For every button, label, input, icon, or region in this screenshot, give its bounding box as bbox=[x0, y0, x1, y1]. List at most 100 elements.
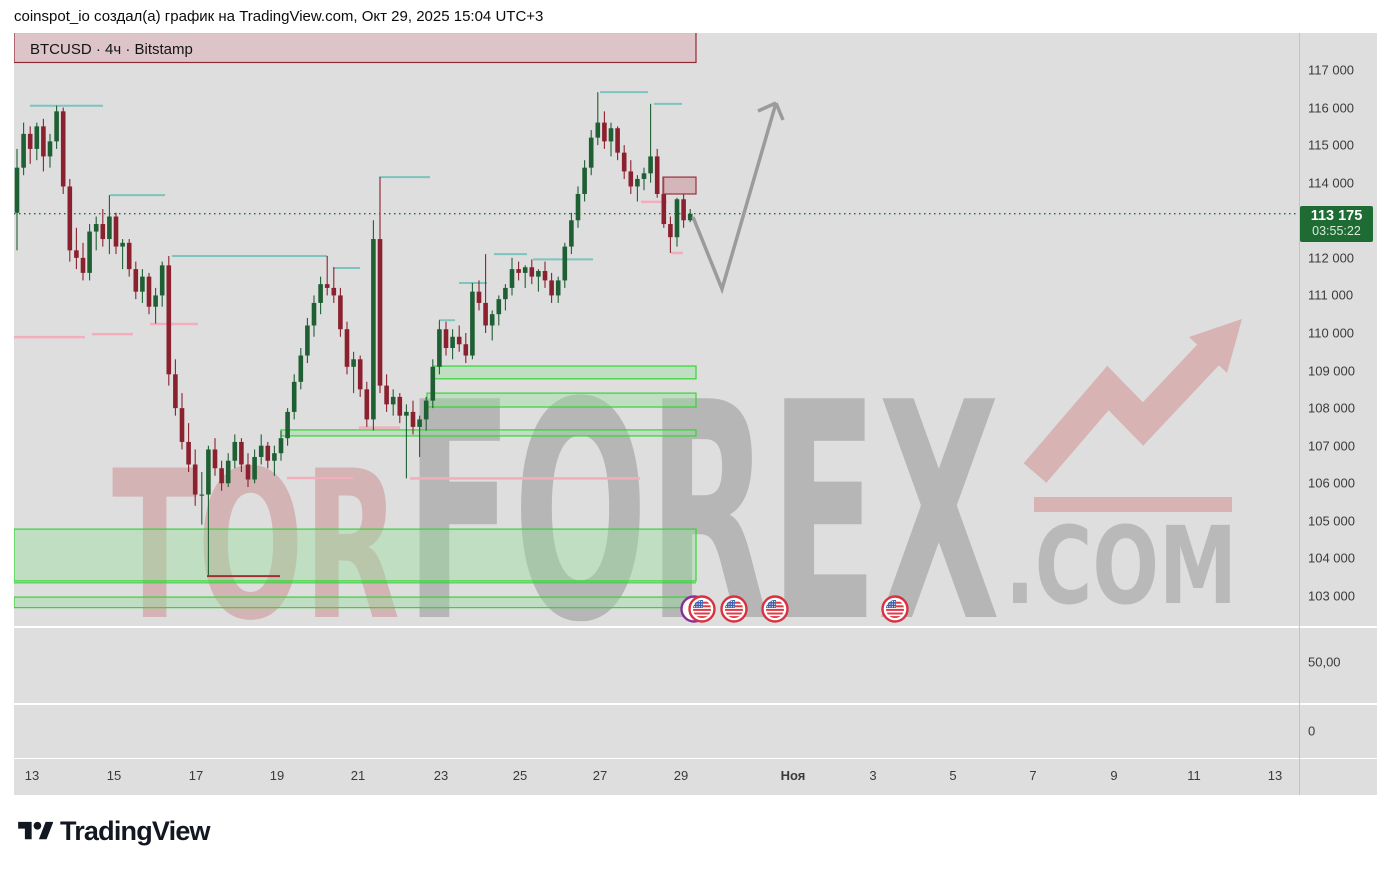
time-tick-label: 13 bbox=[24, 768, 40, 783]
candle bbox=[450, 329, 455, 360]
candle bbox=[107, 195, 112, 255]
tradingview-logo-icon bbox=[18, 821, 53, 840]
candle bbox=[146, 272, 152, 315]
candle bbox=[602, 111, 607, 149]
candle bbox=[27, 126, 33, 164]
candle bbox=[113, 212, 119, 255]
candle bbox=[291, 374, 297, 420]
indicator-pane-2[interactable] bbox=[14, 705, 1377, 758]
candle bbox=[681, 193, 686, 228]
candle bbox=[199, 471, 205, 525]
candle bbox=[509, 257, 515, 296]
candle bbox=[179, 393, 185, 450]
candle bbox=[529, 259, 535, 285]
candle bbox=[87, 224, 92, 281]
us-flag-icon[interactable] bbox=[761, 595, 789, 623]
candle bbox=[430, 359, 436, 409]
time-tick-label: 9 bbox=[1110, 768, 1118, 783]
candle bbox=[159, 261, 165, 307]
price-tick-label: 107 000 bbox=[1308, 438, 1355, 454]
candle bbox=[496, 295, 502, 326]
current-price-value: 113 175 bbox=[1310, 208, 1363, 224]
candle bbox=[21, 122, 26, 176]
candle bbox=[54, 105, 59, 149]
candle bbox=[239, 438, 244, 472]
candle bbox=[173, 359, 178, 416]
candle bbox=[536, 269, 541, 292]
projection-arrow bbox=[691, 101, 785, 295]
demand-zone bbox=[432, 365, 697, 380]
candle bbox=[166, 255, 172, 386]
candle bbox=[219, 460, 224, 491]
candle bbox=[569, 212, 574, 255]
us-flag-icon[interactable] bbox=[688, 595, 716, 623]
current-price-label[interactable]: 113 175 03:55:22 bbox=[1300, 206, 1373, 242]
time-tick-label: 13 bbox=[1267, 768, 1283, 783]
candle bbox=[470, 283, 475, 360]
candle bbox=[265, 441, 271, 469]
candle bbox=[476, 280, 482, 311]
candle bbox=[404, 404, 409, 479]
supply-box-layer bbox=[662, 176, 697, 195]
candle bbox=[232, 434, 238, 469]
candle bbox=[516, 261, 521, 281]
price-tick-label: 105 000 bbox=[1308, 513, 1355, 529]
candle bbox=[483, 254, 488, 333]
economic-event-flags[interactable] bbox=[680, 595, 909, 623]
candle bbox=[582, 160, 587, 202]
time-tick-label: 17 bbox=[188, 768, 204, 783]
us-flag-icon[interactable] bbox=[881, 595, 909, 623]
chart-attribution: coinspot_io создал(а) график на TradingV… bbox=[14, 8, 544, 25]
time-tick-label: Ноя bbox=[780, 768, 806, 783]
candle bbox=[225, 453, 231, 488]
us-flag-icon[interactable] bbox=[720, 595, 748, 623]
candle bbox=[67, 178, 73, 262]
price-tick-label: 110 000 bbox=[1308, 325, 1355, 341]
demand-zone bbox=[426, 392, 697, 408]
arrow-head bbox=[774, 102, 785, 121]
indicator-pane-1[interactable] bbox=[14, 628, 1377, 703]
candle bbox=[278, 430, 284, 461]
candle bbox=[212, 438, 218, 476]
candle bbox=[324, 255, 330, 296]
candlestick-series bbox=[14, 92, 693, 576]
candle bbox=[120, 239, 125, 270]
candle bbox=[140, 269, 145, 303]
time-tick-label: 7 bbox=[1029, 768, 1037, 783]
candle bbox=[245, 453, 251, 488]
price-tick-label: 111 000 bbox=[1308, 287, 1354, 303]
candle bbox=[133, 261, 139, 300]
candle bbox=[258, 434, 264, 465]
candle bbox=[351, 351, 356, 394]
candle bbox=[615, 126, 620, 161]
price-tick-label: 106 000 bbox=[1308, 475, 1355, 491]
candle bbox=[635, 175, 640, 202]
tradingview-logo[interactable]: TradingView bbox=[18, 816, 211, 847]
candle bbox=[364, 381, 370, 427]
time-axis-band[interactable] bbox=[14, 759, 1377, 795]
price-tick-label: 115 000 bbox=[1308, 137, 1355, 153]
candle bbox=[305, 317, 310, 364]
main-chart-pane[interactable] bbox=[14, 33, 1377, 626]
candle bbox=[60, 107, 66, 194]
price-tick-label: 116 000 bbox=[1308, 100, 1355, 116]
candle bbox=[674, 197, 680, 247]
candle bbox=[463, 332, 469, 364]
candle bbox=[608, 122, 614, 157]
candle bbox=[390, 389, 396, 416]
symbol-title: BTCUSD · 4ч · Bitstamp bbox=[30, 41, 193, 58]
time-tick-label: 21 bbox=[350, 768, 366, 783]
candle bbox=[192, 449, 198, 506]
demand-zone bbox=[280, 429, 697, 437]
candle bbox=[503, 284, 508, 311]
candle bbox=[654, 148, 660, 198]
candle bbox=[41, 118, 46, 172]
time-tick-label: 5 bbox=[949, 768, 957, 783]
time-tick-label: 11 bbox=[1187, 768, 1201, 783]
candle bbox=[377, 177, 383, 394]
price-tick-label: 117 000 bbox=[1308, 62, 1355, 78]
time-tick-label: 27 bbox=[592, 768, 608, 783]
candle bbox=[555, 276, 561, 303]
